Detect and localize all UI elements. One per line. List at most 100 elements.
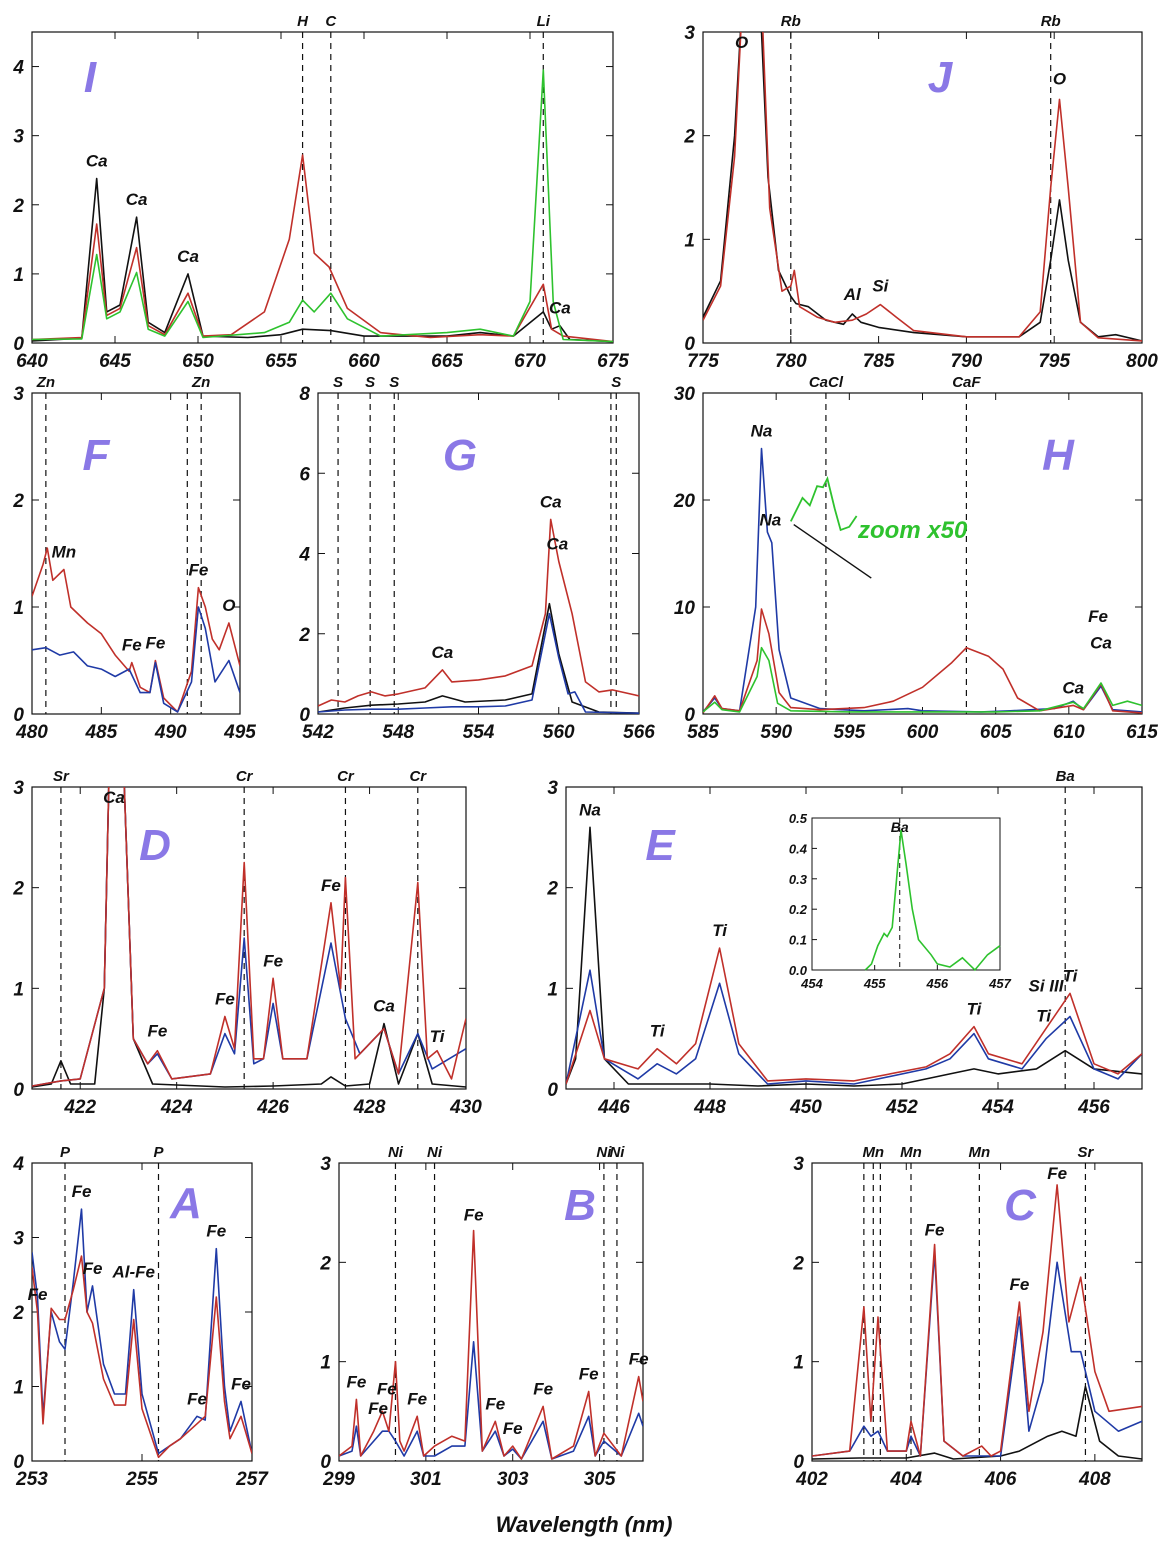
y-tick-label: 1 [13,265,24,286]
x-tick-label: 665 [431,351,463,372]
x-tick-label: 566 [623,722,655,743]
x-tick-label: 785 [863,351,895,372]
inset-y-tick-label: 0.3 [789,872,808,887]
series-line-red [566,947,1142,1085]
series-line-blue [339,1341,643,1460]
x-tick-label: 655 [265,351,297,372]
peak-label: Si [872,277,889,296]
peak-label: Fe [215,990,235,1009]
reference-line-label: Rb [1041,13,1061,30]
series-line-blue [32,1208,252,1455]
panel-letter: A [169,1179,202,1228]
reference-line-label: Cr [236,768,254,785]
y-tick-label: 1 [684,230,695,251]
peak-label: O [222,596,235,615]
y-tick-label: 0 [13,1080,24,1101]
x-tick-label: 257 [235,1469,269,1490]
series-line-red [32,1255,252,1459]
peak-label: Fe [147,1022,167,1041]
peak-label: Fe [1010,1275,1030,1294]
y-tick-label: 0 [547,1080,558,1101]
peak-label: Na [751,422,773,441]
peak-label: Fe [377,1379,397,1398]
peak-label: Fe [263,951,283,970]
x-tick-label: 660 [348,351,380,372]
series-line-black [32,177,613,343]
x-tick-label: 408 [1078,1469,1111,1490]
x-tick-label: 301 [410,1469,442,1490]
series-line-black [32,787,466,1088]
inset-frame [811,817,1001,971]
reference-line-label: Ba [1056,768,1075,785]
peak-label: Fe [231,1374,251,1393]
x-tick-label: 554 [463,722,495,743]
y-tick-label: 0 [13,705,24,726]
peak-label: Fe [407,1389,427,1408]
x-tick-label: 450 [789,1097,822,1118]
inset-x-tick-label: 456 [925,976,948,991]
panel-letter: D [139,821,171,870]
y-tick-label: 3 [13,384,24,405]
peak-label: Fe [83,1259,103,1278]
peak-label: Fe [187,1389,207,1408]
x-tick-label: 446 [597,1097,630,1118]
peak-label: Ca [126,190,148,209]
x-tick-label: 640 [16,351,48,372]
y-tick-label: 1 [320,1353,331,1374]
x-tick-label: 422 [63,1097,96,1118]
plot-frame [702,31,1143,344]
zoom-baseline [793,524,872,579]
reference-line-label: S [365,374,375,391]
y-tick-label: 0 [684,705,695,726]
series-line-red [32,547,240,713]
reference-line-label: H [297,13,309,30]
y-tick-label: 3 [13,1229,24,1250]
inset-series-line [864,830,1001,972]
reference-line-label: CaF [952,374,981,391]
reference-line-label: Ni [427,1144,443,1161]
plot-frame [317,392,640,715]
peak-label: Si III [1029,976,1065,995]
inset-y-tick-label: 0.4 [789,841,808,856]
panel-letter: B [564,1181,596,1230]
peak-label: Fe [122,636,142,655]
peak-label: Ca [86,152,108,171]
x-tick-label: 590 [760,722,792,743]
series-line-green [703,646,1142,713]
inset-x-tick-label: 455 [863,976,886,991]
inset-y-tick-label: 0.5 [789,811,808,826]
inset-x-tick-label: 454 [800,976,823,991]
y-tick-label: 0 [299,705,310,726]
x-tick-label: 253 [15,1469,48,1490]
y-tick-label: 3 [13,778,24,799]
peak-label: Fe [925,1220,945,1239]
figure-x-axis-label: Wavelength (nm) [495,1512,673,1537]
y-tick-label: 2 [298,625,310,646]
x-tick-label: 800 [1126,351,1158,372]
y-tick-label: 3 [13,127,24,148]
peak-label: Al [843,285,862,304]
y-tick-label: 0 [793,1452,804,1473]
peak-label: Ca [547,535,569,554]
inset-reference-label: Ba [891,819,909,835]
panel-letter: E [645,821,676,870]
x-tick-label: 795 [1038,351,1070,372]
series-line-red [703,32,1142,342]
x-tick-label: 424 [160,1097,193,1118]
peak-label: Fe [321,876,341,895]
x-tick-label: 404 [889,1469,922,1490]
reference-line-label: P [153,1144,164,1161]
x-tick-label: 615 [1126,722,1158,743]
peak-label: Ca [1062,678,1084,697]
x-tick-label: 454 [981,1097,1014,1118]
series-line-red [812,1184,1142,1457]
panel-letter: F [83,431,111,480]
y-tick-label: 6 [299,464,310,485]
x-tick-label: 650 [182,351,214,372]
peak-label: O [1053,69,1066,88]
series-line-black [812,1385,1142,1460]
